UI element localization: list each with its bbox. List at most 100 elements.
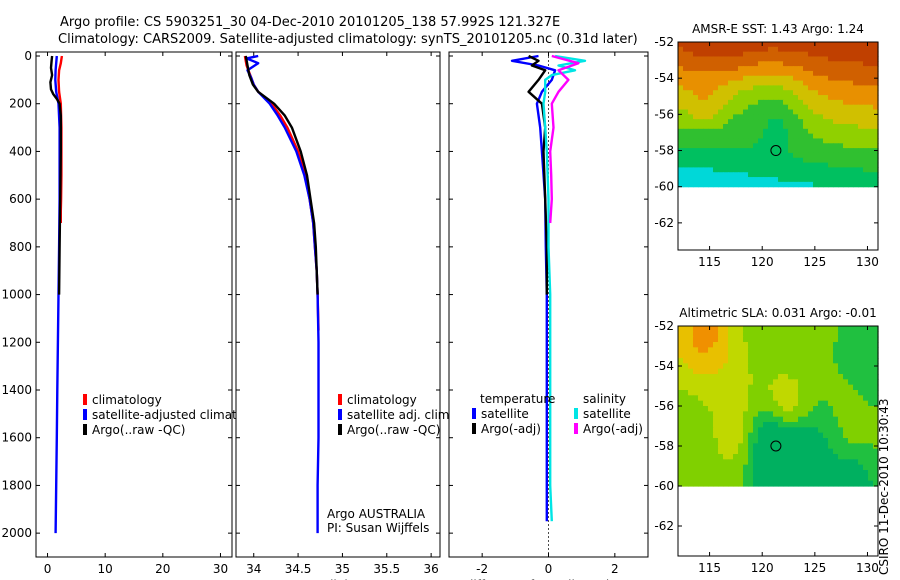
heatmap-cell <box>853 152 859 159</box>
heatmap-cell <box>803 42 809 48</box>
heatmap-cell <box>733 133 739 140</box>
heatmap-cell <box>838 123 844 130</box>
heatmap-cell <box>763 95 769 101</box>
heatmap-cell <box>703 363 709 370</box>
heatmap-cell <box>678 157 684 164</box>
heatmap-cell <box>768 390 774 396</box>
heatmap-cell <box>688 406 694 412</box>
heatmap-cell <box>793 123 799 130</box>
heatmap-cell <box>838 454 844 460</box>
heatmap-cell <box>703 352 709 359</box>
heatmap-cell <box>808 138 814 144</box>
heatmap-cell <box>858 138 864 144</box>
heatmap-cell <box>748 395 754 402</box>
heatmap-cell <box>873 331 879 338</box>
heatmap-cell <box>813 379 819 386</box>
heatmap-cell <box>768 172 774 178</box>
heatmap-cell <box>698 128 704 135</box>
heatmap-cell <box>778 172 784 178</box>
heatmap-cell <box>793 363 799 370</box>
heatmap-cell <box>853 177 859 183</box>
heatmap-cell <box>723 51 729 58</box>
heatmap-cell <box>798 51 804 58</box>
heatmap-cell <box>823 172 829 178</box>
heatmap-cell <box>773 138 779 144</box>
legend-entry: satellite adj. clim. <box>347 408 453 422</box>
heatmap-cell <box>733 326 739 332</box>
heatmap-cell <box>798 114 804 120</box>
heatmap-cell <box>773 459 779 466</box>
heatmap-cell <box>833 438 839 444</box>
heatmap-cell <box>858 162 864 168</box>
heatmap-cell <box>743 104 749 111</box>
heatmap-cell <box>838 432 844 439</box>
heatmap-cell <box>708 358 714 364</box>
heatmap-cell <box>733 167 739 173</box>
heatmap-cell <box>838 422 844 428</box>
heatmap-cell <box>688 128 694 135</box>
heatmap-cell <box>743 128 749 135</box>
heatmap-cell <box>788 432 794 439</box>
heatmap-cell <box>788 363 794 370</box>
heatmap-cell <box>873 95 879 101</box>
heatmap-cell <box>773 470 779 476</box>
heatmap-cell <box>833 406 839 412</box>
heatmap-cell <box>843 379 849 386</box>
heatmap-cell <box>693 374 699 380</box>
heatmap-cell <box>718 172 724 178</box>
heatmap-cell <box>713 85 719 91</box>
heatmap-cell <box>713 133 719 140</box>
heatmap-cell <box>823 326 829 332</box>
heatmap-cell <box>808 56 814 62</box>
heatmap-cell <box>768 331 774 338</box>
heatmap-cell <box>863 148 869 154</box>
heatmap-cell <box>868 157 874 164</box>
heatmap-cell <box>728 379 734 386</box>
heatmap-cell <box>803 400 809 407</box>
heatmap-cell <box>798 342 804 348</box>
heatmap-cell <box>813 90 819 96</box>
heatmap-cell <box>768 464 774 471</box>
heatmap-cell <box>738 379 744 386</box>
heatmap-cell <box>688 138 694 144</box>
heatmap-cell <box>808 432 814 439</box>
heatmap-cell <box>678 138 684 144</box>
heatmap-cell <box>858 384 864 391</box>
heatmap-cell <box>708 109 714 115</box>
heatmap-cell <box>833 177 839 183</box>
heatmap-cell <box>773 406 779 412</box>
heatmap-cell <box>798 331 804 338</box>
heatmap-cell <box>698 331 704 338</box>
heatmap-cell <box>863 438 869 444</box>
heatmap-cell <box>683 363 689 370</box>
heatmap-cell <box>683 448 689 455</box>
heatmap-cell <box>798 95 804 101</box>
heatmap-cell <box>778 395 784 402</box>
heatmap-cell <box>793 443 799 450</box>
heatmap-cell <box>808 95 814 101</box>
heatmap-cell <box>863 162 869 168</box>
heatmap-cell <box>783 464 789 471</box>
heatmap-cell <box>773 342 779 348</box>
heatmap-cell <box>683 61 689 67</box>
heatmap-cell <box>688 143 694 149</box>
heatmap-cell <box>788 475 794 482</box>
heatmap-cell <box>758 143 764 149</box>
heatmap-cell <box>723 152 729 159</box>
heatmap-cell <box>773 358 779 364</box>
heatmap-cell <box>873 406 879 412</box>
heatmap-cell <box>813 152 819 159</box>
heatmap-cell <box>738 143 744 149</box>
y-tick-label: -54 <box>654 71 674 85</box>
heatmap-cell <box>858 422 864 428</box>
heatmap-cell <box>758 177 764 183</box>
heatmap-cell <box>783 99 789 106</box>
heatmap-cell <box>843 432 849 439</box>
x-tick-label: 0 <box>44 562 52 576</box>
heatmap-cell <box>873 133 879 140</box>
heatmap-cell <box>693 363 699 370</box>
heatmap-cell <box>678 411 684 418</box>
heatmap-cell <box>773 432 779 439</box>
heatmap-cell <box>788 128 794 135</box>
